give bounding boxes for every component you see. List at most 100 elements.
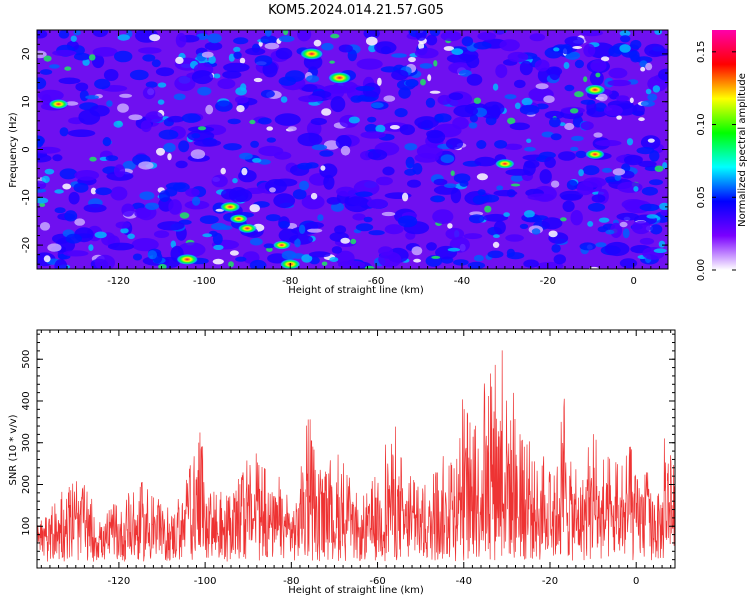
heatmap-texture-blob — [662, 162, 668, 169]
heatmap-hotspot — [176, 253, 199, 265]
heatmap-texture-blob — [416, 143, 443, 159]
heatmap-texture-blob — [131, 238, 159, 252]
heatmap-texture-blob — [122, 160, 136, 171]
heatmap-texture-blob — [370, 102, 384, 109]
heatmap-texture-blob — [64, 210, 78, 222]
snr-y-axis: 100 200 300 400 500 — [21, 333, 675, 569]
heatmap-texture-blob — [140, 120, 152, 133]
heatmap-texture-blob — [298, 95, 323, 103]
heatmap-texture-blob — [582, 165, 600, 176]
heatmap-texture-blob — [570, 146, 579, 152]
heatmap-texture-blob — [630, 39, 642, 50]
heatmap-texture-blob — [653, 248, 667, 253]
heatmap-texture-blob — [519, 104, 540, 115]
heatmap-texture-blob — [444, 183, 457, 188]
heatmap-texture-blob — [534, 59, 550, 72]
heatmap-texture-blob — [202, 233, 213, 238]
heatmap-texture-blob — [258, 117, 272, 125]
heatmap-texture-blob — [266, 126, 274, 131]
heatmap-texture-blob — [445, 138, 464, 150]
heatmap-texture-blob — [145, 202, 159, 210]
heatmap-texture-blob — [425, 97, 436, 108]
heatmap-texture-blob — [355, 223, 374, 232]
heatmap-texture-blob — [453, 105, 479, 118]
heatmap-texture-blob — [54, 259, 68, 269]
heatmap-texture-blob — [134, 207, 151, 219]
heatmap-texture-blob — [473, 41, 492, 50]
x-tick-label: 0 — [630, 276, 636, 287]
heatmap-texture-blob — [233, 46, 241, 53]
heatmap-texture-blob — [344, 196, 371, 213]
heatmap-texture-blob — [43, 55, 52, 62]
heatmap-texture-blob — [639, 237, 655, 245]
heatmap-texture-blob — [543, 95, 555, 103]
heatmap-texture-blob — [107, 242, 134, 251]
y-tick-label: 10 — [21, 95, 32, 108]
heatmap-texture-blob — [348, 116, 360, 124]
heatmap-texture-blob — [88, 244, 94, 252]
heatmap-texture-blob — [468, 122, 478, 129]
heatmap-texture-blob — [128, 114, 143, 121]
heatmap-texture-blob — [311, 144, 328, 151]
heatmap-texture-blob — [640, 66, 646, 72]
snr-x-axis: -120 -100 -80 -60 -40 -20 0 — [40, 330, 672, 587]
heatmap-texture-blob — [52, 154, 63, 162]
heatmap-texture-blob — [443, 46, 455, 51]
heatmap-texture-blob — [549, 66, 561, 81]
heatmap-texture-blob — [535, 83, 549, 90]
heatmap-texture-blob — [374, 41, 397, 54]
heatmap-texture-blob — [447, 247, 461, 252]
heatmap-texture-blob — [340, 237, 351, 244]
heatmap-texture-blob — [294, 238, 301, 248]
heatmap-texture-blob — [329, 257, 339, 262]
heatmap-texture-blob — [223, 62, 250, 73]
heatmap-texture-blob — [440, 154, 455, 164]
heatmap-texture-blob — [129, 69, 149, 81]
heatmap-texture-blob — [138, 47, 162, 54]
heatmap-texture-blob — [89, 156, 97, 162]
heatmap-texture-blob — [614, 173, 622, 181]
heatmap-texture-blob — [264, 42, 280, 50]
heatmap-texture-blob — [287, 126, 297, 132]
heatmap-texture-blob — [564, 122, 575, 131]
heatmap-texture-blob — [407, 179, 421, 188]
heatmap-texture-blob — [418, 42, 425, 50]
heatmap-texture-blob — [329, 60, 335, 64]
heatmap-texture-blob — [89, 105, 110, 117]
heatmap-texture-blob — [404, 143, 418, 151]
heatmap-texture-blob — [103, 69, 119, 81]
heatmap-texture-blob — [208, 55, 216, 64]
heatmap-texture-blob — [487, 250, 504, 259]
heatmap-texture-blob — [64, 66, 72, 71]
heatmap-texture-blob — [463, 233, 483, 240]
heatmap-texture-blob — [274, 113, 301, 126]
heatmap-texture-blob — [54, 189, 64, 194]
heatmap-hotspot — [219, 201, 241, 213]
heatmap-texture-blob — [41, 94, 52, 106]
colorbar-bar — [712, 30, 736, 270]
heatmap-texture-blob — [431, 255, 441, 259]
heatmap-texture-blob — [197, 86, 212, 96]
heatmap-texture-blob — [157, 221, 185, 231]
heatmap-texture-blob — [505, 168, 531, 176]
heatmap-hotspot — [237, 223, 257, 234]
heatmap-texture-blob — [619, 30, 631, 37]
heatmap-texture-blob — [560, 217, 567, 222]
heatmap-texture-blob — [41, 175, 50, 184]
heatmap-texture-blob — [484, 205, 492, 213]
heatmap-texture-blob — [366, 36, 378, 46]
heatmap-texture-blob — [151, 59, 161, 68]
heatmap-texture-blob — [495, 64, 508, 79]
heatmap-texture-blob — [459, 69, 472, 77]
heatmap-texture-blob — [402, 192, 409, 202]
heatmap-texture-blob — [249, 119, 256, 125]
heatmap-texture-blob — [399, 124, 415, 136]
heatmap-texture-blob — [297, 132, 323, 147]
heatmap-texture-blob — [234, 95, 249, 104]
heatmap-texture-blob — [269, 187, 276, 193]
heatmap-texture-blob — [313, 39, 322, 47]
heatmap-texture-blob — [601, 167, 613, 173]
heatmap-texture-blob — [213, 73, 221, 79]
y-tick-label: 20 — [21, 48, 32, 61]
heatmap-texture-blob — [415, 30, 427, 41]
